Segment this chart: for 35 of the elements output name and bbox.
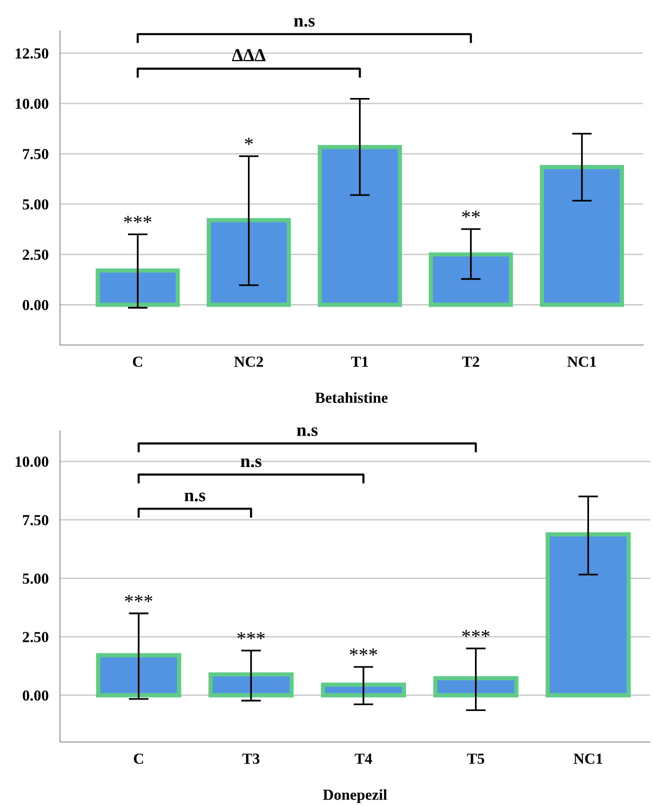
y-tick-label: 0.00 (22, 690, 48, 701)
y-tick-label: 2.50 (22, 250, 48, 260)
x-tick-label: C (132, 356, 142, 367)
y-tick-label: 7.50 (23, 148, 48, 160)
x-tick-label: T4 (354, 754, 372, 764)
annotation: * (244, 138, 253, 145)
x-axis-title: Donepezil (323, 789, 387, 804)
y-tick-label: 7.50 (23, 515, 48, 526)
text: n.s (294, 18, 315, 27)
annotation: *** (237, 632, 265, 640)
x-tick-label: NC1 (574, 754, 602, 764)
y-tick-label: 10.00 (16, 98, 48, 109)
annotation: *** (125, 594, 152, 602)
x-axis-title: Betahistine (315, 392, 388, 403)
annotation: n.s (296, 427, 318, 436)
y-tick-label: 2.50 (22, 632, 48, 642)
y-tick-label: 12.50 (16, 48, 48, 59)
annotation: ** (462, 210, 480, 218)
x-tick-label: C (134, 754, 144, 764)
annotation: *** (124, 216, 152, 223)
x-tick-label: NC1 (567, 356, 596, 367)
annotation: *** (350, 648, 378, 656)
annotation: *** (462, 630, 490, 638)
x-tick-label: T1 (351, 356, 368, 367)
x-tick-label: NC2 (234, 356, 263, 367)
y-tick-label: 0.00 (22, 300, 48, 310)
annotation: n.s (184, 492, 206, 502)
x-tick-label: T5 (467, 754, 484, 764)
y-tick-label: 10.00 (16, 456, 48, 467)
annotation: n.s (240, 458, 262, 468)
y-tick-label: 5.00 (22, 573, 48, 584)
x-tick-label: T2 (462, 356, 480, 367)
annotation: ΔΔΔ (232, 49, 266, 62)
x-tick-label: T3 (242, 754, 260, 764)
y-tick-label: 5.00 (22, 199, 48, 210)
